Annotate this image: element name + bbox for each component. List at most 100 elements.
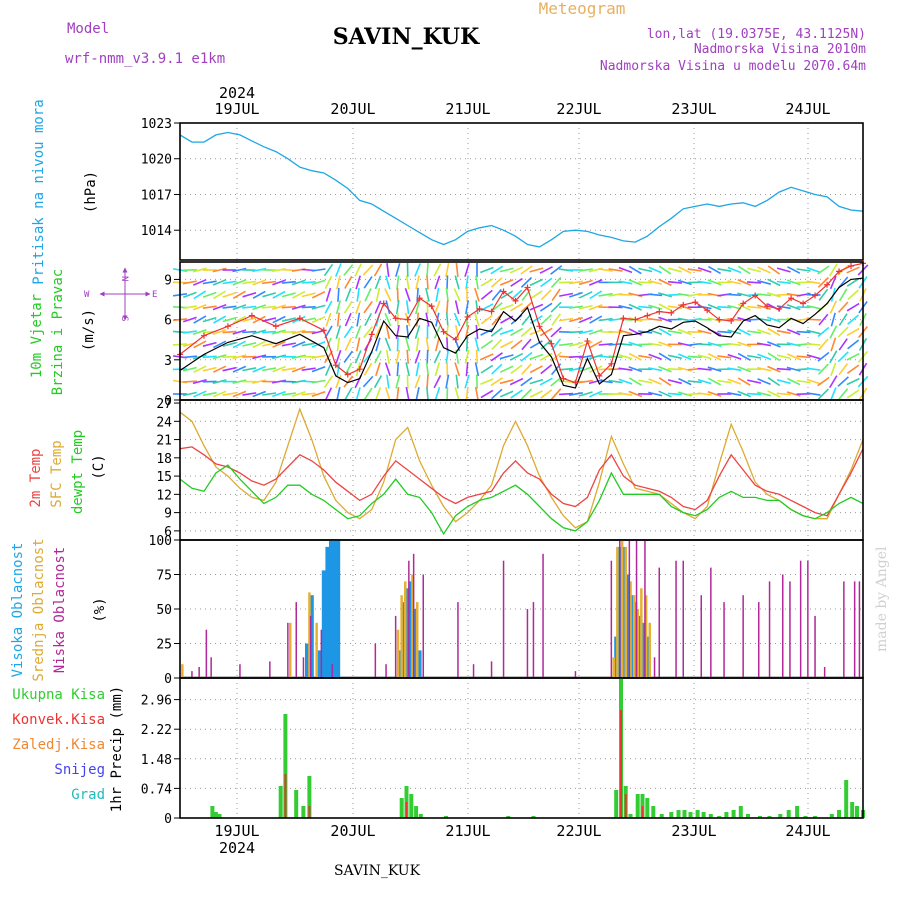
wind-barb: [628, 352, 642, 361]
wind-barb: [707, 341, 722, 347]
wind-barb: [355, 337, 361, 352]
bottom-date-labels: 19JUL 20JUL 21JUL 22JUL 23JUL 24JUL: [214, 822, 830, 840]
wind-barb: [480, 339, 494, 350]
wind-barb: [480, 328, 494, 336]
wind-barb: [638, 379, 653, 384]
wind-barb: [491, 288, 502, 301]
wind-barb: [588, 328, 603, 336]
wind-barb: [589, 340, 603, 349]
wind-barb: [375, 287, 381, 302]
wind-barb: [281, 367, 296, 372]
precip-total-bar: [301, 806, 306, 818]
wind-barb: [202, 316, 217, 323]
top-date-label: 23JUL: [671, 100, 716, 118]
wind-barb: [757, 304, 771, 310]
wind-barb: [385, 349, 390, 364]
wind-barb: [374, 350, 382, 364]
panel-border: [179, 122, 864, 261]
wind-barb: [362, 375, 374, 388]
wind-barb: [628, 366, 643, 373]
wind-barb: [529, 340, 543, 349]
wind-barb: [182, 380, 197, 383]
wind-barb: [757, 279, 772, 285]
precip-total-bar: [724, 812, 729, 818]
wind-barb: [521, 363, 532, 375]
sfc-temp-line: [179, 407, 864, 529]
cloud-high-bar: [317, 650, 321, 678]
footer-station: SAVIN_KUK: [334, 863, 421, 879]
wind-barb: [628, 377, 642, 386]
wind-barb: [385, 387, 391, 401]
wind-barb: [559, 367, 574, 371]
wind-barb: [837, 301, 849, 313]
wind-barb: [335, 263, 342, 277]
wind-barb: [648, 266, 662, 274]
wind-barb: [490, 352, 503, 362]
cloud-axis-title-3: Niska Oblacnost: [52, 547, 68, 673]
wind-barb: [222, 316, 237, 323]
y-tick-label: 18: [156, 452, 172, 467]
cloud-unit: (%): [92, 597, 108, 622]
year-top: 2024: [219, 84, 255, 102]
wind-barb: [344, 337, 352, 352]
wind-barb: [272, 279, 286, 286]
wind-barb: [638, 267, 653, 273]
wind-barb: [490, 277, 503, 288]
wind-barb: [588, 278, 603, 286]
wind-barb: [707, 366, 722, 372]
wind-barb: [707, 303, 722, 311]
wind-barb: [796, 379, 811, 384]
precip-total-bar: [628, 814, 633, 818]
wind-barb: [717, 379, 732, 384]
wind-barb: [445, 374, 450, 389]
wind-barb: [618, 378, 633, 385]
wind-gust-marker: [404, 316, 411, 323]
wind-barb: [727, 304, 742, 310]
wind-barb: [510, 302, 524, 312]
wind-barb: [425, 312, 430, 327]
wind-barb: [687, 292, 702, 297]
wind-barb: [465, 337, 469, 352]
top-date-label: 24JUL: [785, 100, 830, 118]
panel-border: [179, 677, 864, 819]
wind-barb: [336, 387, 341, 401]
wind-barb: [829, 375, 838, 389]
wind-barb: [272, 340, 286, 348]
wind-barb: [212, 329, 227, 335]
wind-barb: [480, 364, 494, 374]
wind-barb: [757, 378, 771, 386]
y-tick-label: 6: [164, 525, 172, 540]
wind-barb: [520, 301, 533, 313]
precip-total-bar: [767, 816, 772, 818]
wind-barb: [222, 392, 237, 396]
wind-barb: [818, 288, 829, 301]
precip-total-bar: [414, 806, 419, 818]
wind-barb: [499, 329, 514, 335]
precip-total-bar: [614, 790, 619, 818]
wind-barb: [540, 364, 553, 375]
cloud-low-bar: [742, 595, 744, 678]
wind-barb: [776, 329, 791, 335]
wind-barb: [232, 267, 247, 273]
model-elevation-text: Nadmorska Visina u modelu 2070.64m: [600, 59, 866, 74]
wind-barb: [415, 337, 420, 352]
wind-barb: [343, 350, 354, 363]
wind-barb: [453, 288, 461, 302]
wind-barb: [806, 266, 821, 274]
cloud-mid-bar: [616, 546, 619, 678]
wind-barb: [202, 305, 217, 309]
cloud-low-bar: [374, 643, 377, 678]
temp-axis-title-2: SFC Temp: [49, 440, 65, 507]
cloud-low-bar: [422, 574, 424, 678]
wind-barb: [212, 304, 227, 311]
precip-total-bar: [659, 814, 664, 818]
wind-barb: [415, 387, 420, 401]
wind-barb: [364, 288, 372, 302]
wind-barb: [838, 313, 848, 326]
cloud-high-bar: [321, 570, 326, 678]
wind-barb: [475, 300, 479, 315]
cloud-mid-bar: [644, 595, 648, 678]
wind-barb: [806, 392, 821, 396]
wind-gust-marker: [776, 305, 783, 312]
wind-gust-marker: [824, 281, 831, 288]
